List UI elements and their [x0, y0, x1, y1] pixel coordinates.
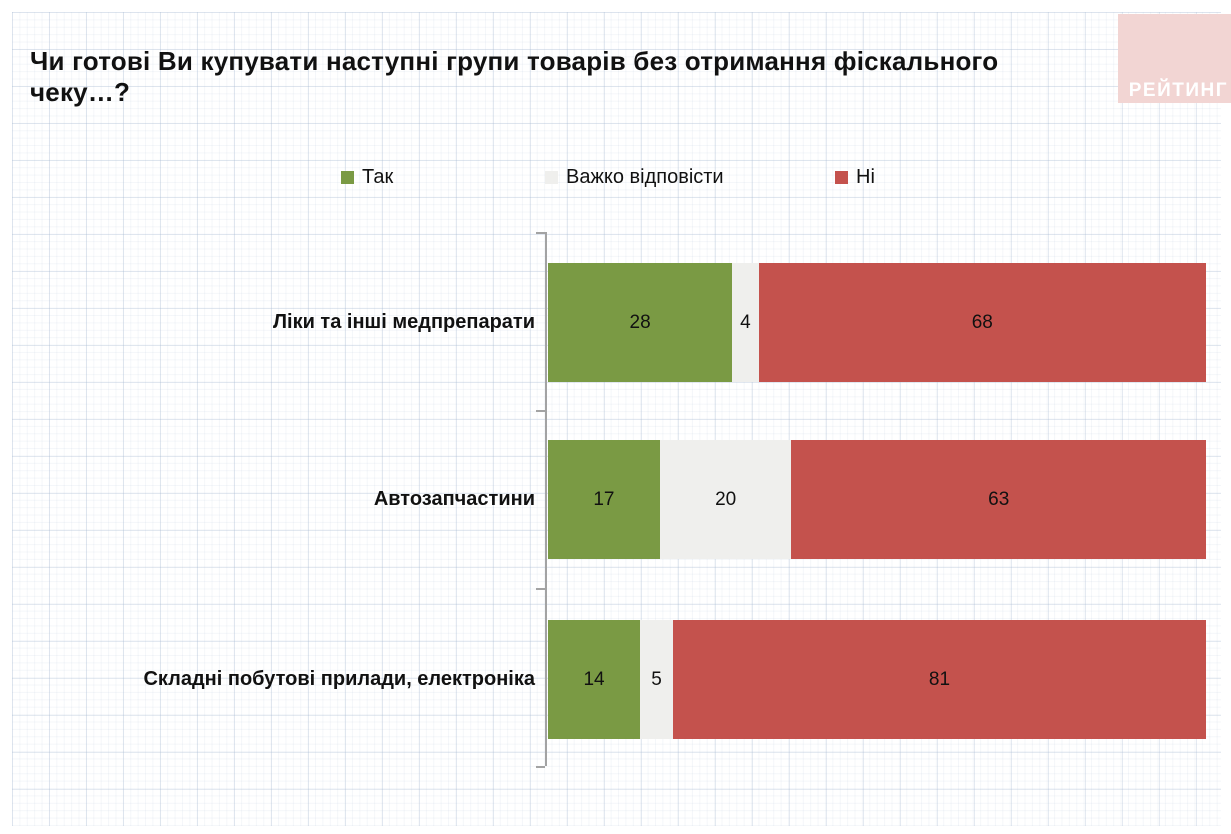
axis-tick [536, 232, 545, 234]
bar-value-label: 20 [715, 488, 737, 510]
category-axis-line [545, 232, 547, 766]
bar-value-label: 63 [988, 488, 1010, 510]
rating-logo-label: РЕЙТИНГ [1128, 80, 1228, 101]
category-label: Автозапчастини [373, 488, 535, 510]
bar-row: Автозапчастини 17 20 63 [0, 440, 1231, 559]
category-label: Складні побутові прилади, електроніка [143, 668, 535, 690]
bar-value-label: 28 [629, 311, 651, 333]
legend-label: Так [362, 166, 394, 188]
bar-segment-no: 68 [758, 263, 1206, 382]
legend-item: Так [341, 166, 393, 189]
bar-segment-no: 63 [791, 440, 1206, 559]
axis-tick [536, 766, 545, 768]
bar-value-label: 5 [651, 668, 662, 690]
legend-swatch-hard-to-say [545, 171, 558, 184]
bar-segment-yes: 14 [548, 620, 641, 739]
bar-value-label: 68 [971, 311, 993, 333]
bar-value-label: 81 [928, 668, 951, 690]
axis-tick [536, 588, 545, 590]
category-label: Ліки та інші медпрепарати [272, 311, 535, 333]
bar-segment-hard-to-say: 4 [732, 263, 759, 382]
legend-item: Ні [835, 166, 875, 189]
bar-segment-yes: 17 [548, 440, 660, 559]
bar-value-label: 17 [593, 488, 615, 510]
stacked-bar: 28 4 68 [548, 263, 1206, 382]
bar-segment-hard-to-say: 20 [659, 440, 792, 559]
bar-value-label: 4 [740, 311, 751, 333]
legend-swatch-yes [341, 171, 354, 184]
legend-item: Важко відповісти [545, 166, 724, 189]
chart-legend: Так Важко відповісти Ні [0, 166, 1231, 192]
graph-paper-background [12, 12, 1221, 826]
stacked-bar: 17 20 63 [548, 440, 1206, 559]
bar-segment-yes: 28 [548, 263, 733, 382]
chart-title: Чи готові Ви купувати наступні групи тов… [30, 46, 999, 107]
legend-label: Важко відповісти [566, 166, 724, 188]
legend-swatch-no [835, 171, 848, 184]
axis-tick [536, 410, 545, 412]
bar-segment-no: 81 [673, 620, 1206, 739]
rating-logo: РЕЙТИНГ [1118, 14, 1231, 103]
bar-value-label: 14 [583, 668, 605, 690]
bar-row: Ліки та інші медпрепарати 28 4 68 [0, 263, 1231, 382]
legend-label: Ні [856, 166, 875, 188]
bar-row: Складні побутові прилади, електроніка 14 5… [0, 620, 1231, 739]
stacked-bar: 14 5 81 [548, 620, 1206, 739]
bar-segment-hard-to-say: 5 [640, 620, 673, 739]
